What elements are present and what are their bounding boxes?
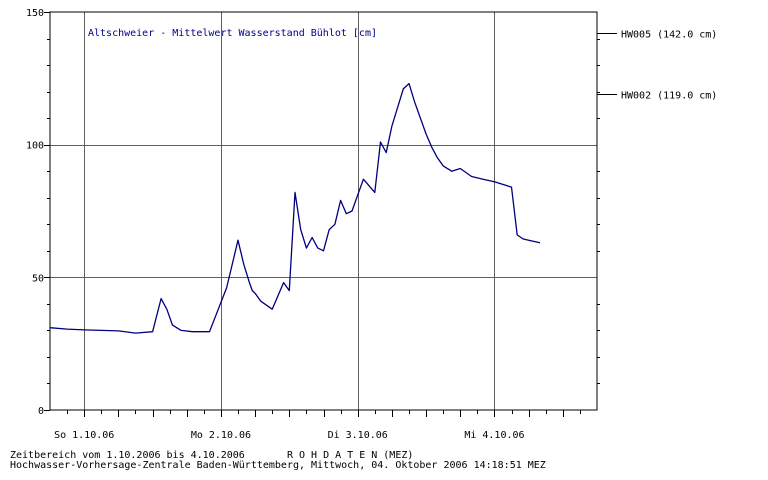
chart-title: Altschweier - Mittelwert Wasserstand Büh…	[88, 28, 377, 39]
plot-frame	[49, 11, 598, 411]
x-tick-label: So 1.10.06	[54, 430, 114, 441]
footer-line-1: Zeitbereich vom 1.10.2006 bis 4.10.2006 …	[10, 450, 414, 461]
y-tick-label: 100	[26, 141, 44, 152]
reference-line-label: HW005 (142.0 cm)	[621, 30, 717, 41]
series-line	[49, 82, 541, 334]
reference-lines: HW005 (142.0 cm) HW002 (119.0 cm)	[597, 30, 717, 102]
axes: 0 50 100 150 So 1.10.06 Mo 2.10.06 Di 3.10.06 M…	[26, 8, 600, 441]
y-tick-label: 0	[38, 406, 44, 417]
x-tick-label: Mi 4.10.06	[464, 430, 524, 441]
x-tick-label: Di 3.10.06	[328, 430, 388, 441]
series-group	[49, 82, 541, 334]
reference-line-label: HW002 (119.0 cm)	[621, 91, 717, 102]
y-tick-label: 50	[32, 273, 44, 284]
grid	[50, 12, 597, 410]
y-tick-label: 150	[26, 8, 44, 19]
footer-line-2: Hochwasser-Vorhersage-Zentrale Baden-Wür…	[10, 460, 546, 471]
x-tick-label: Mo 2.10.06	[191, 430, 251, 441]
